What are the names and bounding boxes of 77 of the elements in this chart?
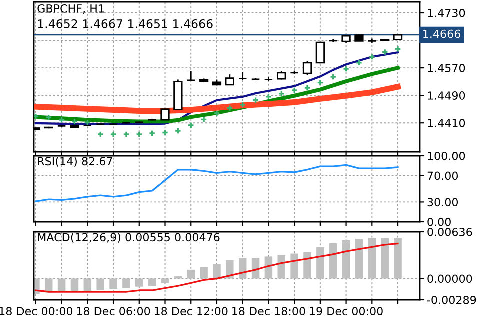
bar: [264, 256, 273, 279]
bar: [238, 258, 247, 279]
ref-line-label: 1.4666: [424, 30, 460, 38]
point: [382, 48, 389, 56]
candlestick: [160, 108, 170, 122]
y-tick-label: -0.00289: [427, 296, 476, 304]
bar: [316, 247, 324, 279]
bar: [252, 258, 260, 279]
point: [342, 66, 350, 73]
point: [252, 96, 260, 104]
point: [239, 101, 246, 108]
y-tick-label: 1.4490: [428, 92, 466, 100]
bar: [122, 278, 130, 288]
bar: [290, 254, 298, 279]
point: [174, 128, 182, 134]
bar: [368, 238, 376, 279]
bar: [304, 252, 312, 279]
x-tick-label: 18 Dec 18:00: [232, 307, 306, 316]
bar: [213, 264, 221, 279]
point: [162, 129, 169, 136]
point: [291, 86, 298, 94]
bar: [329, 243, 338, 279]
y-tick-label: 1.4570: [428, 64, 466, 72]
bar: [148, 278, 156, 286]
bar: [187, 270, 195, 279]
y-tick-label: 0.00000: [428, 274, 472, 284]
y-tick-label: 100.00: [428, 152, 466, 160]
point: [97, 131, 104, 138]
point: [123, 131, 130, 138]
point: [226, 104, 234, 112]
bar: [136, 278, 144, 287]
y-tick-label: 0.00: [428, 218, 451, 226]
x-tick-label: 18 Dec 06:00: [77, 307, 150, 316]
point: [71, 118, 78, 126]
candlestick: [302, 60, 312, 76]
bar: [226, 260, 234, 279]
point: [304, 84, 311, 92]
bar: [381, 238, 389, 279]
point: [316, 79, 324, 86]
line-series: [35, 242, 399, 293]
point: [200, 116, 208, 124]
point: [45, 114, 52, 122]
y-tick-label: 1.4410: [428, 119, 466, 128]
point: [394, 46, 402, 53]
chart-title: GBPCHF, H1: [38, 4, 104, 14]
x-tick-label: 18 Dec 00:00: [0, 307, 73, 316]
point: [110, 131, 117, 138]
bar: [96, 278, 104, 291]
point: [84, 119, 92, 126]
bar: [394, 238, 402, 279]
point: [148, 130, 156, 137]
point: [188, 122, 195, 129]
x-tick-label: 18 Dec 12:00: [154, 307, 228, 316]
point: [265, 94, 272, 100]
bar: [200, 266, 208, 279]
y-tick-label: 30.00: [428, 198, 458, 207]
y-tick-label: 70.00: [428, 172, 458, 180]
x-tick-label: 19 Dec 00:00: [310, 307, 383, 316]
point: [136, 131, 143, 138]
bar: [84, 278, 92, 292]
candlestick: [225, 74, 234, 86]
point: [214, 110, 220, 117]
bar: [355, 239, 364, 279]
candlestick: [186, 70, 196, 82]
point: [356, 59, 363, 66]
point: [368, 54, 376, 60]
point: [58, 116, 66, 124]
y-tick-label: 0.00636: [428, 228, 472, 236]
bar: [110, 278, 118, 290]
point: [278, 90, 286, 98]
bar: [342, 240, 350, 279]
bar: [278, 255, 286, 279]
point: [330, 74, 337, 80]
text: 1.4652 1.4667 1.4651 1.4666: [38, 19, 213, 28]
y-tick-label: 1.4730: [428, 8, 466, 18]
chart-title: RSI(14) 82.67: [38, 157, 112, 167]
chart-title: MACD(12,26,9) 0.00555 0.00476: [38, 233, 220, 243]
